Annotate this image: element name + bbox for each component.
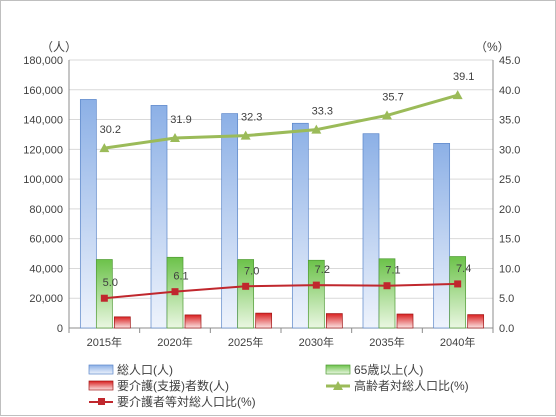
x-tick-label: 2035年 — [369, 335, 404, 349]
bar-care-count — [184, 314, 202, 329]
legend-marker-care-ratio — [98, 398, 105, 405]
data-label-elderly-ratio: 33.3 — [312, 106, 333, 118]
y-left-tick-label: 0 — [57, 323, 63, 335]
x-tick-label: 2015年 — [87, 335, 122, 349]
legend-marker-elderly-ratio — [333, 381, 343, 390]
x-tick-label: 2025年 — [228, 335, 263, 349]
marker-care-ratio — [242, 282, 250, 290]
bar-elderly — [95, 259, 113, 329]
y-right-tick-label: 40.0 — [499, 85, 520, 97]
bar-total-population — [150, 105, 168, 329]
bar-total-population — [79, 99, 97, 329]
bar-care-count — [255, 312, 273, 329]
legend-item-total-population: 総人口(人) — [88, 363, 173, 377]
marker-care-ratio — [100, 294, 108, 302]
y-right-tick-label: 25.0 — [499, 174, 520, 186]
y-left-tick-label: 160,000 — [23, 85, 63, 97]
x-tick-label: 2040年 — [440, 335, 475, 349]
legend-label-elderly: 65歳以上(人) — [354, 363, 423, 377]
bar-elderly — [307, 259, 325, 329]
legend-label-care-ratio: 要介護者等対総人口比(%) — [117, 394, 256, 409]
y-right-tick-label: 15.0 — [499, 234, 520, 246]
marker-elderly-ratio — [452, 90, 463, 100]
bar-total-population — [291, 122, 309, 329]
y-left-tick-label: 100,000 — [23, 174, 63, 186]
marker-care-ratio — [312, 281, 320, 289]
bar-care-count — [325, 313, 343, 329]
line-elderly-ratio — [104, 93, 459, 150]
marker-elderly-ratio — [240, 130, 251, 140]
y-left-tick-label: 60,000 — [29, 234, 63, 246]
marker-care-ratio — [171, 288, 179, 296]
legend-item-care-ratio: 要介護者等対総人口比(%) — [89, 394, 256, 409]
right-axis-unit: （%） — [475, 40, 510, 54]
line-care-ratio — [104, 282, 458, 300]
y-left-tick-label: 80,000 — [29, 204, 63, 216]
y-right-tick-label: 0.0 — [499, 323, 514, 335]
legend-item-elderly: 65歳以上(人) — [325, 363, 423, 377]
bar-total-population — [221, 113, 239, 329]
left-axis-unit: （人） — [41, 40, 77, 54]
data-label-care-ratio: 7.0 — [244, 265, 259, 277]
y-left-tick-label: 120,000 — [23, 144, 63, 156]
y-left-tick-label: 40,000 — [29, 263, 63, 275]
data-label-elderly-ratio: 35.7 — [382, 91, 403, 103]
y-right-tick-label: 35.0 — [499, 115, 520, 127]
marker-elderly-ratio — [99, 143, 110, 153]
data-label-care-ratio: 7.2 — [315, 264, 330, 276]
legend-label-total-population: 総人口(人) — [117, 363, 173, 377]
legend-label-elderly-ratio: 高齢者対総人口比(%) — [354, 378, 469, 393]
data-label-care-ratio: 6.1 — [173, 271, 188, 283]
y-right-tick-label: 20.0 — [499, 204, 520, 216]
bar-elderly — [237, 259, 255, 329]
legend-label-care-count: 要介護(支援)者数(人) — [117, 378, 229, 393]
y-right-tick-label: 45.0 — [499, 55, 520, 67]
marker-elderly-ratio — [311, 124, 322, 134]
bar-total-population — [433, 143, 451, 329]
data-label-elderly-ratio: 39.1 — [453, 71, 474, 83]
bar-total-population — [362, 133, 380, 329]
data-label-elderly-ratio: 31.9 — [170, 114, 191, 126]
marker-elderly-ratio — [382, 110, 392, 120]
data-label-elderly-ratio: 32.3 — [241, 112, 262, 124]
marker-care-ratio — [383, 282, 391, 290]
marker-care-ratio — [454, 280, 462, 288]
bar-care-count — [396, 313, 414, 329]
bar-care-count — [467, 314, 485, 329]
marker-elderly-ratio — [170, 133, 180, 143]
y-left-tick-label: 180,000 — [23, 55, 63, 67]
y-right-tick-label: 10.0 — [499, 263, 520, 275]
y-right-tick-label: 30.0 — [499, 144, 520, 156]
y-right-tick-label: 5.0 — [499, 293, 514, 305]
bar-elderly — [449, 256, 467, 329]
x-tick-label: 2020年 — [157, 335, 192, 349]
bar-elderly — [378, 258, 396, 329]
bar-care-count — [113, 316, 131, 329]
y-left-tick-label: 140,000 — [23, 115, 63, 127]
data-label-elderly-ratio: 30.2 — [100, 124, 121, 136]
legend: 総人口(人) 65歳以上(人) 要介護(支援)者数(人) 高齢者対総人口比(%)… — [88, 363, 469, 409]
legend-swatch-elderly — [325, 364, 351, 375]
legend-swatch-care-count — [88, 380, 114, 391]
data-label-care-ratio: 7.4 — [456, 263, 471, 275]
data-label-care-ratio: 5.0 — [103, 277, 118, 289]
legend-item-care-count: 要介護(支援)者数(人) — [88, 378, 229, 393]
y-left-tick-label: 20,000 — [29, 293, 63, 305]
x-tick-label: 2030年 — [299, 335, 334, 349]
legend-item-elderly-ratio: 高齢者対総人口比(%) — [326, 378, 469, 393]
legend-swatch-total-population — [88, 364, 114, 375]
data-label-care-ratio: 7.1 — [385, 265, 400, 277]
